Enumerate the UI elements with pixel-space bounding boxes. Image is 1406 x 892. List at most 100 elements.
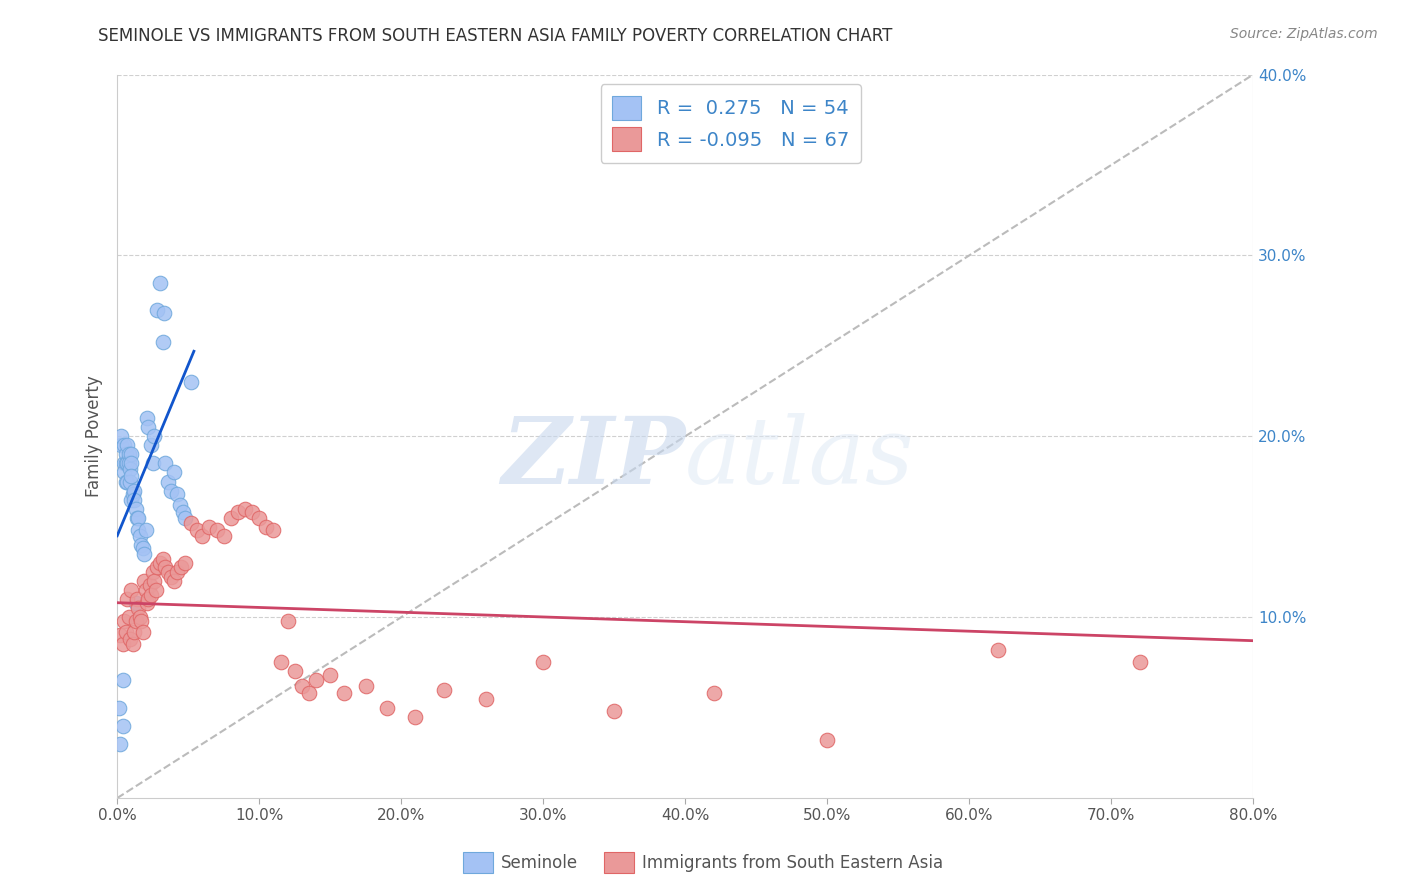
Point xyxy=(112,614,135,628)
Point xyxy=(127,601,149,615)
Point xyxy=(305,673,328,688)
Point xyxy=(122,624,145,639)
Point xyxy=(117,457,139,471)
Point xyxy=(118,462,141,476)
Point xyxy=(157,475,180,489)
Point xyxy=(333,686,356,700)
Point xyxy=(191,529,214,543)
Point xyxy=(180,375,202,389)
Point xyxy=(142,565,165,579)
Point xyxy=(129,610,152,624)
Point xyxy=(169,498,191,512)
Point xyxy=(108,737,131,751)
Point xyxy=(603,704,626,718)
Point xyxy=(111,719,134,733)
Point xyxy=(226,505,249,519)
Point xyxy=(146,559,169,574)
Point xyxy=(138,592,160,607)
Point xyxy=(122,483,145,498)
Point xyxy=(121,487,143,501)
Point xyxy=(270,656,292,670)
Point xyxy=(166,487,188,501)
Point xyxy=(135,524,157,538)
Point xyxy=(160,483,183,498)
Point xyxy=(124,596,146,610)
Point xyxy=(703,686,725,700)
Point xyxy=(531,656,554,670)
Point xyxy=(118,632,141,646)
Point xyxy=(124,501,146,516)
Point xyxy=(157,565,180,579)
Point xyxy=(815,733,838,747)
Point xyxy=(114,457,136,471)
Point xyxy=(153,306,176,320)
Point xyxy=(132,624,155,639)
Point xyxy=(155,559,177,574)
Point xyxy=(120,492,142,507)
Point xyxy=(125,510,148,524)
Point xyxy=(142,457,165,471)
Point xyxy=(277,614,299,628)
Point xyxy=(198,520,221,534)
Point xyxy=(155,457,177,471)
Point xyxy=(136,411,159,425)
Point xyxy=(122,492,145,507)
Point xyxy=(110,429,132,443)
Point xyxy=(152,552,174,566)
Point xyxy=(114,475,136,489)
Point xyxy=(987,642,1010,657)
Text: SEMINOLE VS IMMIGRANTS FROM SOUTH EASTERN ASIA FAMILY POVERTY CORRELATION CHART: SEMINOLE VS IMMIGRANTS FROM SOUTH EASTER… xyxy=(98,27,893,45)
Point xyxy=(136,596,159,610)
Point xyxy=(141,589,163,603)
Point xyxy=(404,709,426,723)
Point xyxy=(143,429,166,443)
Point xyxy=(111,673,134,688)
Point xyxy=(124,614,146,628)
Point xyxy=(240,505,263,519)
Point xyxy=(284,665,307,679)
Point xyxy=(170,559,193,574)
Point xyxy=(262,524,284,538)
Y-axis label: Family Poverty: Family Poverty xyxy=(86,376,103,497)
Point xyxy=(233,501,256,516)
Point xyxy=(139,577,162,591)
Point xyxy=(149,276,172,290)
Point xyxy=(212,529,235,543)
Point xyxy=(131,614,153,628)
Point xyxy=(375,700,398,714)
Point xyxy=(143,574,166,588)
Point xyxy=(160,570,183,584)
Legend: R =  0.275   N = 54, R = -0.095   N = 67: R = 0.275 N = 54, R = -0.095 N = 67 xyxy=(600,84,860,163)
Point xyxy=(115,457,138,471)
Point xyxy=(298,686,321,700)
Point xyxy=(205,524,228,538)
Legend: Seminole, Immigrants from South Eastern Asia: Seminole, Immigrants from South Eastern … xyxy=(457,846,949,880)
Text: atlas: atlas xyxy=(685,413,915,503)
Point xyxy=(1129,656,1152,670)
Point xyxy=(112,457,135,471)
Point xyxy=(135,582,157,597)
Point xyxy=(433,682,456,697)
Point xyxy=(219,510,242,524)
Point xyxy=(132,541,155,556)
Point xyxy=(354,679,377,693)
Text: Source: ZipAtlas.com: Source: ZipAtlas.com xyxy=(1230,27,1378,41)
Point xyxy=(117,610,139,624)
Point xyxy=(120,582,142,597)
Point xyxy=(174,510,197,524)
Point xyxy=(319,668,342,682)
Point xyxy=(112,438,135,452)
Point xyxy=(120,469,142,483)
Text: ZIP: ZIP xyxy=(501,413,685,503)
Point xyxy=(172,505,194,519)
Point xyxy=(247,510,270,524)
Point xyxy=(138,420,160,434)
Point xyxy=(129,529,152,543)
Point xyxy=(141,438,163,452)
Point xyxy=(131,538,153,552)
Point xyxy=(475,691,498,706)
Point xyxy=(163,466,186,480)
Point xyxy=(110,438,132,452)
Point xyxy=(121,637,143,651)
Point xyxy=(115,592,138,607)
